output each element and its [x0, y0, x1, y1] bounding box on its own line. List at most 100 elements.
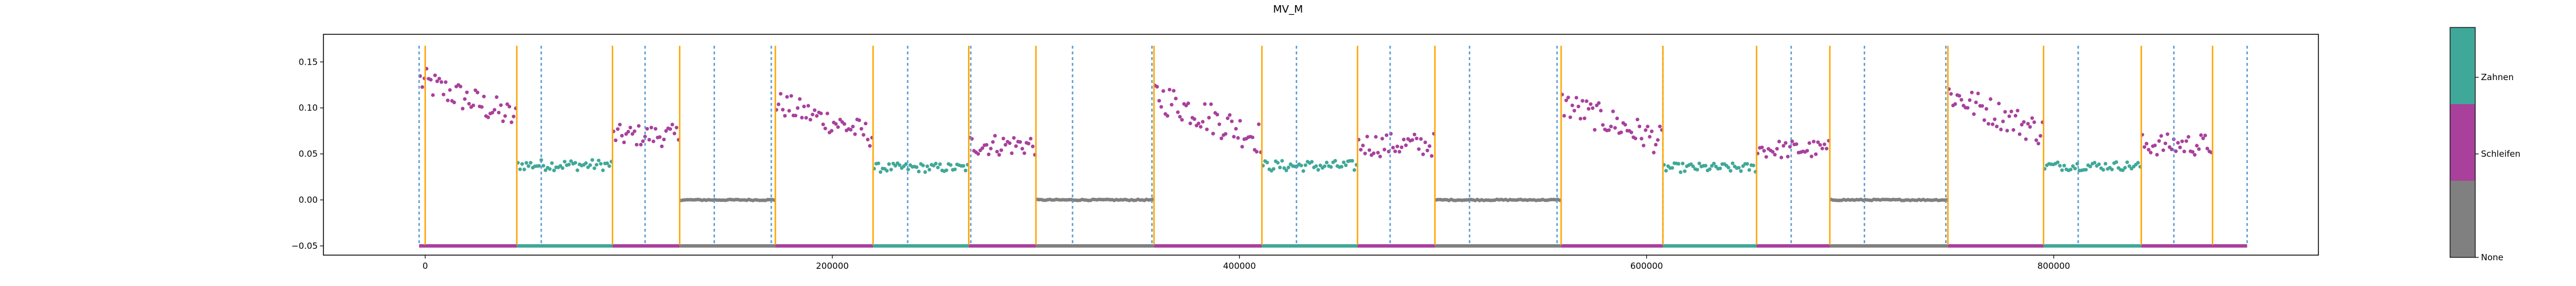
- data-point: [834, 122, 838, 126]
- data-point: [1751, 164, 1756, 168]
- data-point: [1199, 125, 1203, 129]
- data-point: [2125, 160, 2129, 164]
- data-point: [862, 133, 866, 137]
- data-point: [1970, 90, 1974, 94]
- data-point: [1589, 102, 1593, 106]
- data-point: [1712, 161, 1716, 166]
- data-point: [1824, 146, 1829, 150]
- data-point: [599, 162, 603, 166]
- y-tick-label: −0.05: [291, 241, 318, 251]
- data-point: [503, 114, 507, 118]
- data-point: [1658, 124, 1662, 129]
- data-point: [859, 126, 863, 131]
- data-point: [1710, 164, 1714, 168]
- data-point: [989, 146, 993, 150]
- data-point: [509, 120, 513, 124]
- data-point: [1607, 128, 1611, 132]
- data-point: [889, 168, 893, 172]
- data-point: [444, 80, 448, 84]
- data-point: [590, 158, 594, 162]
- data-point: [1176, 110, 1180, 114]
- data-point: [2001, 120, 2005, 124]
- data-point: [2097, 162, 2101, 166]
- data-point: [836, 125, 840, 129]
- data-point: [1333, 158, 1337, 163]
- data-point: [1155, 85, 1159, 89]
- data-point: [1361, 144, 1365, 148]
- data-point: [1764, 155, 1768, 159]
- data-point: [492, 108, 497, 112]
- data-point: [1654, 142, 1658, 147]
- data-point: [495, 95, 499, 99]
- data-point: [463, 97, 467, 101]
- data-point: [1363, 152, 1367, 156]
- data-point: [512, 114, 516, 118]
- y-tick-label: 0.15: [299, 57, 318, 67]
- data-point: [779, 92, 783, 96]
- colorbar-segment: [2450, 181, 2475, 257]
- data-point: [1240, 145, 1244, 149]
- data-point: [1429, 154, 1434, 158]
- data-point: [601, 168, 605, 172]
- data-point: [1633, 136, 1638, 141]
- data-point: [806, 104, 811, 108]
- data-point: [1773, 153, 1777, 157]
- data-point: [936, 165, 940, 169]
- data-point: [1391, 145, 1395, 150]
- data-point: [672, 132, 677, 136]
- data-point: [1174, 97, 1178, 101]
- data-point: [1646, 124, 1650, 129]
- data-point: [1026, 141, 1031, 146]
- data-point: [2191, 150, 2195, 154]
- data-point: [639, 142, 643, 147]
- data-point: [501, 119, 505, 124]
- data-point: [670, 122, 674, 126]
- y-tick-label: 0.05: [299, 149, 318, 159]
- data-point: [1972, 112, 1976, 116]
- data-point: [1814, 152, 1818, 156]
- data-point: [1990, 122, 1995, 126]
- data-point: [2123, 166, 2127, 170]
- data-point: [1350, 158, 1354, 163]
- data-point: [1790, 139, 1794, 144]
- data-point: [1697, 161, 1701, 165]
- data-point: [563, 160, 567, 164]
- data-point: [1573, 109, 1577, 113]
- data-point: [596, 158, 601, 162]
- data-point: [674, 125, 679, 130]
- data-point: [499, 103, 503, 107]
- data-point: [963, 168, 967, 173]
- data-point: [634, 142, 639, 147]
- data-point: [520, 162, 524, 166]
- data-point: [486, 115, 490, 120]
- data-point: [1397, 150, 1401, 154]
- data-point: [1967, 98, 1972, 102]
- data-point: [1280, 158, 1284, 163]
- data-point: [592, 166, 596, 170]
- data-point: [1003, 142, 1008, 147]
- data-point: [2161, 148, 2166, 152]
- data-point: [1180, 118, 1184, 122]
- data-point: [1419, 137, 1423, 141]
- data-point: [1393, 149, 1397, 153]
- data-point: [626, 130, 630, 134]
- data-point: [1574, 96, 1578, 100]
- data-point: [1215, 113, 1219, 117]
- data-point: [1577, 104, 1581, 109]
- data-point: [1564, 98, 1568, 102]
- data-point: [2103, 161, 2108, 166]
- data-point: [2028, 125, 2032, 129]
- data-point: [1762, 149, 1766, 153]
- data-point: [1585, 99, 1589, 104]
- data-point: [1382, 148, 1386, 152]
- data-point: [1380, 137, 1384, 141]
- y-tick-label: 0.10: [299, 103, 318, 113]
- data-point: [1192, 117, 1196, 121]
- data-point: [2199, 133, 2203, 137]
- data-point: [2003, 110, 2007, 114]
- data-point: [1030, 144, 1035, 149]
- data-point: [643, 134, 647, 138]
- data-point: [2178, 145, 2182, 149]
- data-point: [866, 137, 870, 142]
- data-point: [1976, 92, 1980, 96]
